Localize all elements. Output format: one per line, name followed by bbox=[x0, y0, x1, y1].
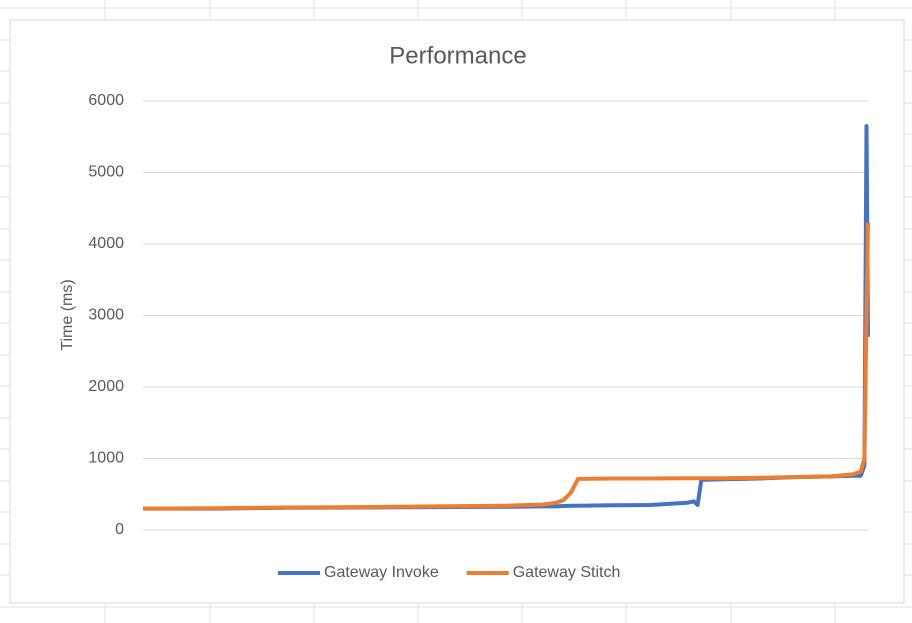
y-axis-title: Time (ms) bbox=[59, 279, 76, 350]
legend-label: Gateway Stitch bbox=[513, 564, 621, 581]
y-tick-label: 1000 bbox=[88, 450, 124, 467]
y-tick-label: 6000 bbox=[88, 92, 124, 109]
chart-area bbox=[9, 19, 905, 604]
chart-title: Performance bbox=[389, 42, 526, 69]
y-tick-label: 4000 bbox=[88, 235, 124, 252]
y-tick-label: 0 bbox=[115, 521, 124, 538]
series-line bbox=[142, 222, 870, 511]
legend-label: Gateway Invoke bbox=[324, 564, 439, 581]
plot: 0 1000 2000 3000 4000 5000 6000 Gateway Invoke G… bbox=[88, 92, 870, 581]
y-tick-label: 2000 bbox=[88, 378, 124, 395]
y-tick-label: 3000 bbox=[88, 307, 124, 324]
y-tick-label: 5000 bbox=[88, 164, 124, 181]
